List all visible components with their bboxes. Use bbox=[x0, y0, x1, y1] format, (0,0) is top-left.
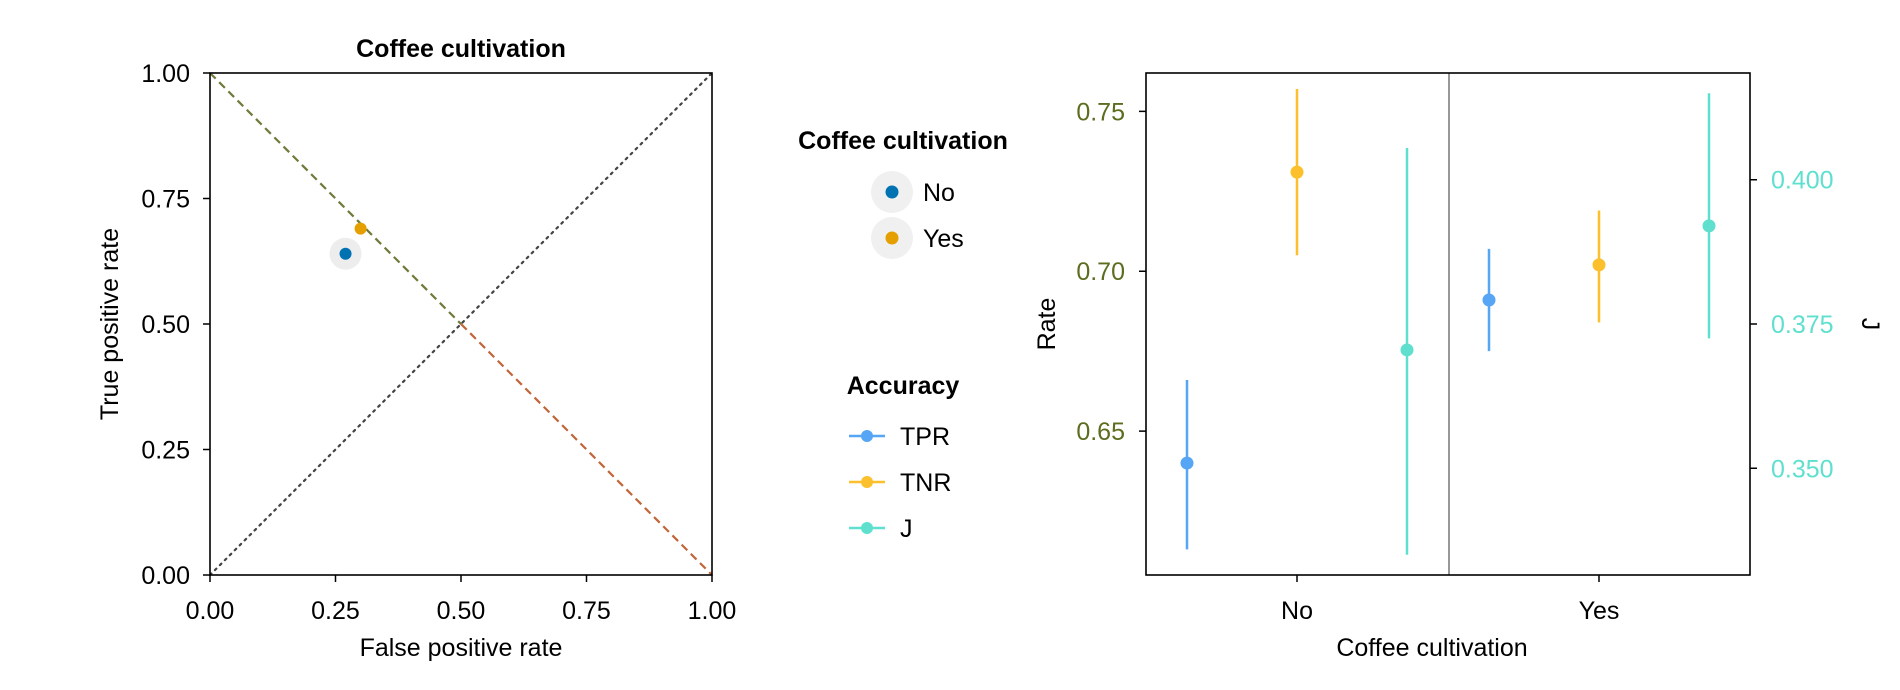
rate-plot-frame bbox=[1145, 72, 1751, 576]
rate-x-tick-label: Yes bbox=[1579, 597, 1620, 625]
roc-y-tick-label: 1.00 bbox=[141, 60, 190, 88]
rate-y-tick-label: 0.65 bbox=[1076, 418, 1125, 446]
roc-reference-lines bbox=[208, 71, 714, 577]
rate-y2-tick-label: 0.375 bbox=[1771, 311, 1834, 339]
point-tnr-no bbox=[1290, 165, 1304, 179]
legend-no-marker bbox=[885, 185, 899, 199]
roc-x-tick-label: 0.50 bbox=[437, 597, 486, 625]
legend-yes-marker bbox=[885, 231, 899, 245]
roc-x-tick-label: 1.00 bbox=[688, 597, 737, 625]
point-tpr-yes bbox=[1482, 293, 1496, 307]
rate-y2-tick-label: 0.350 bbox=[1771, 455, 1834, 483]
point-no bbox=[339, 247, 352, 260]
roc-x-axis: 0.00 0.25 0.50 0.75 1.00 bbox=[186, 575, 737, 625]
rate-y2-tick-label: 0.400 bbox=[1771, 167, 1834, 195]
roc-y-axis-label: True positive rate bbox=[96, 228, 124, 420]
legend-j-label: J bbox=[900, 515, 913, 543]
diagonal-lower-segment bbox=[460, 323, 713, 576]
point-j-yes bbox=[1702, 219, 1716, 233]
rate-y-tick-label: 0.75 bbox=[1076, 98, 1125, 126]
diagonal-upper-segment bbox=[209, 72, 462, 325]
roc-chart: Coffee cultivation 0.00 0.25 0.50 0.75 1.00 … bbox=[96, 35, 736, 662]
legend-tnr-marker bbox=[861, 476, 873, 488]
diagonal-chance-line bbox=[208, 71, 714, 577]
roc-y-tick-label: 0.25 bbox=[141, 437, 190, 465]
roc-y-tick-label: 0.50 bbox=[141, 311, 190, 339]
legend-tpr-marker bbox=[861, 430, 873, 442]
roc-y-tick-label: 0.75 bbox=[141, 186, 190, 214]
group-legend-title: Coffee cultivation bbox=[798, 127, 1008, 155]
point-yes bbox=[354, 222, 367, 235]
rate-y2-axis-label: J bbox=[1856, 318, 1884, 331]
rate-y-tick-label: 0.70 bbox=[1076, 258, 1125, 286]
legend-yes-label: Yes bbox=[923, 225, 964, 253]
rate-y-axis-label: Rate bbox=[1033, 298, 1061, 351]
rate-x-axis-label: Coffee cultivation bbox=[1336, 634, 1527, 662]
roc-x-tick-label: 0.00 bbox=[186, 597, 235, 625]
legend-tnr-label: TNR bbox=[900, 469, 951, 497]
rate-error-bars bbox=[1180, 88, 1716, 555]
roc-y-tick-label: 0.00 bbox=[141, 562, 190, 590]
rate-left-axis: 0.65 0.70 0.75 bbox=[1076, 98, 1146, 446]
roc-y-axis: 0.00 0.25 0.50 0.75 1.00 bbox=[141, 60, 210, 590]
roc-x-tick-label: 0.75 bbox=[562, 597, 611, 625]
roc-chart-title: Coffee cultivation bbox=[356, 35, 566, 63]
roc-x-tick-label: 0.25 bbox=[311, 597, 360, 625]
accuracy-legend: Accuracy TPR TNR J bbox=[847, 372, 960, 543]
legend-j-marker bbox=[861, 522, 873, 534]
group-legend: Coffee cultivation No Yes bbox=[798, 127, 1008, 259]
roc-x-axis-label: False positive rate bbox=[360, 634, 563, 662]
accuracy-legend-title: Accuracy bbox=[847, 372, 960, 400]
rate-chart: 0.65 0.70 0.75 0.350 0.375 0.400 No Yes Coffe… bbox=[1033, 72, 1884, 662]
rate-right-axis: 0.350 0.375 0.400 bbox=[1750, 167, 1834, 483]
point-tpr-no bbox=[1180, 456, 1194, 470]
rate-x-tick-label: No bbox=[1281, 597, 1313, 625]
rate-x-axis: No Yes bbox=[1281, 575, 1619, 625]
legend-tpr-label: TPR bbox=[900, 423, 950, 451]
point-j-no bbox=[1400, 343, 1414, 357]
roc-points bbox=[329, 222, 367, 270]
point-tnr-yes bbox=[1592, 258, 1606, 272]
legend-no-label: No bbox=[923, 179, 955, 207]
